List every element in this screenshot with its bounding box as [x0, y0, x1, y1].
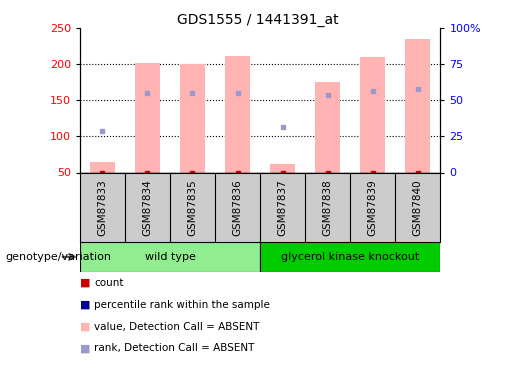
- Text: genotype/variation: genotype/variation: [5, 252, 111, 262]
- Bar: [360, 57, 385, 172]
- Text: GDS1555 / 1441391_at: GDS1555 / 1441391_at: [177, 13, 338, 27]
- Text: GSM87837: GSM87837: [278, 179, 287, 236]
- Bar: [260, 242, 440, 272]
- Text: ■: ■: [80, 300, 90, 310]
- Bar: [80, 242, 260, 272]
- Text: GSM87833: GSM87833: [97, 179, 107, 236]
- Text: ■: ■: [80, 344, 90, 353]
- Text: GSM87840: GSM87840: [413, 179, 423, 236]
- Text: glycerol kinase knockout: glycerol kinase knockout: [281, 252, 419, 262]
- Text: GSM87838: GSM87838: [323, 179, 333, 236]
- Bar: [180, 64, 205, 172]
- Bar: [315, 82, 340, 172]
- Text: ■: ■: [80, 278, 90, 288]
- Text: GSM87834: GSM87834: [143, 179, 152, 236]
- Text: value, Detection Call = ABSENT: value, Detection Call = ABSENT: [94, 322, 260, 332]
- Text: ■: ■: [80, 322, 90, 332]
- Text: wild type: wild type: [145, 252, 195, 262]
- Text: GSM87835: GSM87835: [187, 179, 197, 236]
- Text: count: count: [94, 278, 124, 288]
- Text: rank, Detection Call = ABSENT: rank, Detection Call = ABSENT: [94, 344, 254, 353]
- Text: GSM87836: GSM87836: [233, 179, 243, 236]
- Bar: [270, 164, 295, 172]
- Bar: [90, 162, 115, 172]
- Text: percentile rank within the sample: percentile rank within the sample: [94, 300, 270, 310]
- Bar: [405, 39, 430, 173]
- Text: GSM87839: GSM87839: [368, 179, 377, 236]
- Bar: [135, 63, 160, 173]
- Bar: [225, 56, 250, 172]
